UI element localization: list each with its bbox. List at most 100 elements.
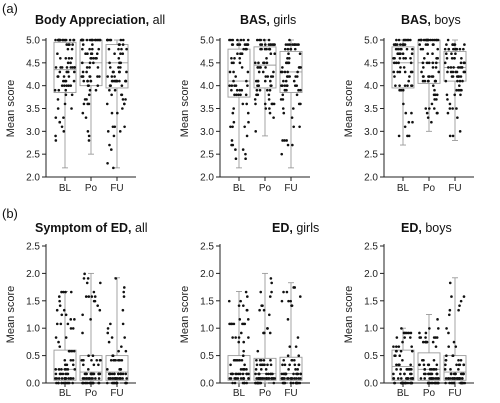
data-point: [229, 363, 232, 367]
data-point: [459, 61, 463, 65]
data-point: [125, 47, 128, 51]
data-point: [70, 47, 74, 51]
data-point: [238, 43, 242, 46]
data-point: [454, 345, 458, 348]
data-point: [398, 47, 402, 51]
data-point: [232, 79, 235, 83]
data-point: [289, 47, 293, 51]
data-point: [266, 363, 269, 367]
data-point: [244, 93, 248, 97]
data-point: [240, 88, 244, 92]
data-point: [284, 43, 288, 46]
data-point: [431, 66, 435, 69]
data-point: [435, 372, 439, 376]
data-point: [71, 66, 74, 69]
data-point: [409, 372, 412, 376]
chart-title-bold: ED,: [401, 221, 422, 235]
y-tick-label: 1.0: [26, 324, 40, 335]
data-point: [246, 70, 250, 74]
data-point: [288, 363, 291, 367]
data-point: [264, 66, 267, 69]
data-point: [64, 336, 68, 339]
data-point: [87, 139, 91, 142]
data-point: [407, 134, 411, 138]
data-point: [92, 381, 95, 385]
data-point: [88, 377, 91, 380]
data-point: [69, 377, 72, 380]
data-point: [298, 52, 302, 55]
data-point: [118, 130, 122, 133]
data-point: [73, 66, 76, 69]
data-point: [431, 75, 435, 78]
box-iqr: [443, 50, 467, 82]
data-point: [230, 84, 234, 87]
data-point: [86, 130, 90, 133]
data-point: [57, 377, 61, 380]
data-point: [117, 358, 120, 362]
data-point: [433, 88, 436, 92]
data-point: [421, 340, 425, 344]
data-point: [437, 70, 441, 74]
data-point: [55, 308, 59, 312]
data-point: [459, 381, 462, 385]
data-point: [294, 345, 298, 348]
data-point: [85, 70, 88, 74]
data-point: [422, 75, 425, 78]
data-point: [437, 327, 440, 330]
data-point: [259, 38, 263, 42]
data-point: [97, 363, 100, 367]
data-point: [411, 47, 414, 51]
data-point: [394, 84, 397, 87]
data-point: [268, 111, 272, 115]
data-point: [64, 93, 68, 97]
data-point: [120, 358, 124, 362]
data-point: [447, 377, 450, 380]
data-point: [97, 381, 100, 385]
data-point: [395, 345, 398, 348]
data-point: [84, 295, 88, 298]
data-point: [432, 336, 436, 339]
data-point: [86, 102, 90, 106]
data-point: [230, 139, 234, 142]
data-point: [120, 93, 123, 97]
y-tick-label: 2.0: [26, 173, 40, 184]
data-point: [402, 56, 405, 60]
data-point: [450, 372, 453, 376]
data-point: [393, 381, 396, 385]
data-point: [435, 381, 438, 385]
data-point: [398, 70, 402, 74]
data-point: [239, 377, 243, 380]
data-point: [282, 381, 286, 385]
data-point: [450, 56, 454, 60]
data-point: [66, 61, 70, 65]
data-point: [423, 368, 426, 371]
data-point: [111, 125, 115, 129]
data-point: [435, 111, 439, 115]
panel-label-a: (a): [2, 1, 18, 16]
data-point: [419, 47, 423, 51]
data-point: [426, 381, 430, 385]
y-tick-label: 2.0: [26, 269, 40, 280]
data-point: [268, 313, 271, 317]
data-point: [238, 56, 242, 60]
data-point: [407, 331, 411, 335]
data-point: [54, 66, 58, 69]
data-point: [108, 143, 111, 147]
data-point: [263, 377, 267, 380]
data-point: [64, 290, 67, 294]
data-point: [56, 98, 60, 101]
chart-title: ED, boys: [401, 221, 452, 235]
data-point: [108, 61, 111, 65]
data-point: [242, 368, 246, 371]
x-tick-label: BL: [397, 183, 410, 194]
data-point: [399, 52, 402, 55]
data-point: [289, 381, 293, 385]
data-point: [62, 290, 65, 294]
data-point: [444, 358, 448, 362]
data-point: [73, 318, 76, 321]
data-point: [60, 381, 63, 385]
data-point: [92, 290, 96, 294]
data-point: [282, 79, 285, 83]
data-point: [272, 381, 276, 385]
data-point: [460, 377, 464, 380]
